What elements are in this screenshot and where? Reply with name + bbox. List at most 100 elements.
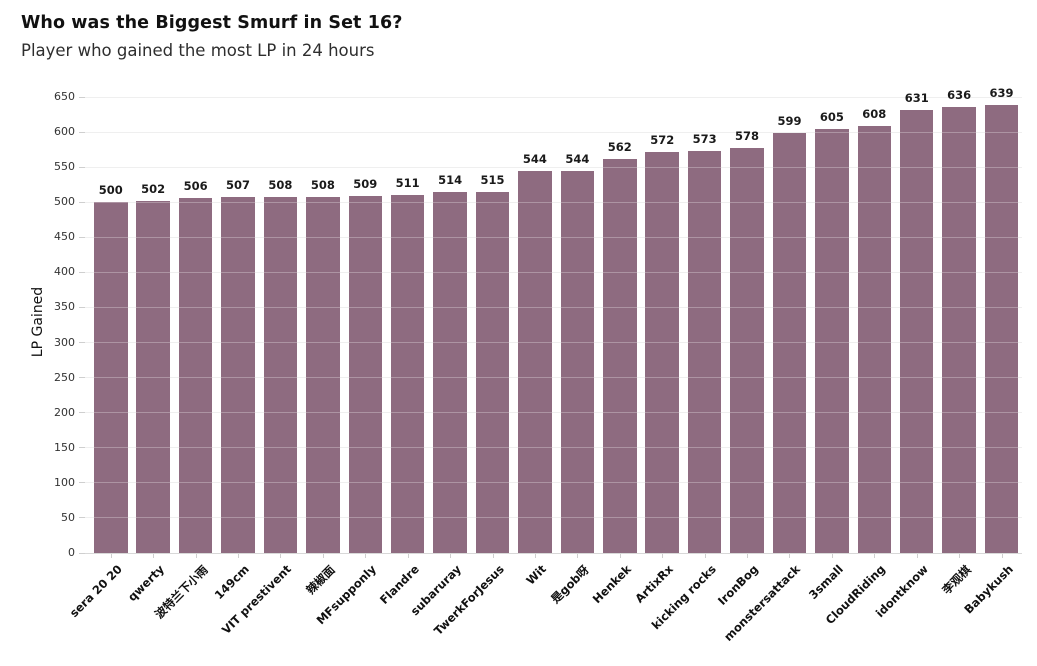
x-tick-mark (153, 554, 155, 558)
bar-value-label: 506 (183, 179, 208, 194)
bar-value-label: 605 (819, 109, 844, 124)
gridline-overlay (85, 201, 1022, 203)
gridline (85, 552, 1022, 554)
y-tick-mark (79, 342, 85, 344)
bar (433, 192, 467, 553)
y-tick-label: 450 (54, 230, 75, 244)
gridline-overlay (85, 342, 1022, 344)
y-tick-mark (79, 166, 85, 168)
x-tick-mark (959, 554, 961, 558)
bar-value-label: 514 (438, 173, 463, 188)
y-tick-label: 200 (54, 405, 75, 419)
y-tick-label: 0 (68, 546, 75, 559)
y-tick-mark (79, 412, 85, 414)
x-tick-label: 辣椒面 (303, 562, 338, 598)
y-tick-mark (79, 517, 85, 519)
gridline-overlay (85, 271, 1022, 273)
y-tick-label: 550 (54, 160, 75, 174)
x-tick-label: 149cm (211, 562, 252, 603)
gridline (85, 482, 1022, 484)
bar (899, 110, 934, 553)
bar (603, 158, 637, 553)
gridline-overlay (85, 131, 1022, 133)
bar (815, 128, 849, 553)
y-tick-label: 150 (54, 440, 75, 454)
gridline-overlay (85, 517, 1022, 519)
y-tick-label: 100 (54, 475, 75, 489)
y-tick-label: 500 (54, 195, 75, 209)
y-tick-mark (79, 131, 85, 133)
x-tick-mark (704, 554, 706, 558)
bar (263, 196, 298, 553)
bar (94, 202, 128, 553)
gridline-overlay (85, 96, 1022, 98)
y-tick-label: 300 (54, 335, 75, 349)
x-tick-mark (1001, 554, 1003, 558)
bar-value-label: 515 (480, 172, 505, 187)
bar (221, 197, 255, 553)
bar-value-label: 631 (904, 91, 929, 106)
bar (348, 195, 383, 553)
gridline-overlay (85, 236, 1022, 238)
y-tick-mark (79, 377, 85, 379)
x-tick-label: 李观棋 (939, 562, 974, 598)
bar-value-label: 578 (735, 128, 760, 143)
x-tick-mark (492, 554, 494, 558)
bar-value-label: 500 (98, 183, 123, 198)
bar (772, 132, 807, 553)
gridline-overlay (85, 482, 1022, 484)
y-tick-mark (79, 552, 85, 554)
x-tick-mark (534, 554, 536, 558)
bar-value-label: 572 (650, 132, 675, 147)
x-tick-mark (831, 554, 833, 558)
gridline (85, 412, 1022, 414)
bar (178, 198, 213, 553)
x-tick-mark (280, 554, 282, 558)
gridline (85, 96, 1022, 98)
y-tick-label: 650 (54, 90, 75, 103)
bar-value-label: 599 (777, 113, 802, 128)
y-tick-mark (79, 96, 85, 98)
x-tick-mark (662, 554, 664, 558)
bar (518, 171, 552, 553)
chart-title: Who was the Biggest Smurf in Set 16? (21, 13, 403, 33)
gridline (85, 201, 1022, 203)
gridline-overlay (85, 306, 1022, 308)
x-tick-mark (195, 554, 197, 558)
bar-value-label: 636 (947, 87, 972, 102)
gridline (85, 306, 1022, 308)
bar-value-label: 508 (268, 177, 293, 192)
bar-value-label: 507 (225, 178, 250, 193)
bar-value-label: 509 (353, 176, 378, 191)
x-tick-label: sera 20 20 (66, 562, 125, 621)
bar-value-label: 573 (692, 132, 717, 147)
gridline (85, 166, 1022, 168)
bar-value-label: 544 (565, 152, 590, 167)
y-tick-label: 600 (54, 125, 75, 139)
gridline (85, 236, 1022, 238)
bar (687, 151, 722, 553)
bar (645, 151, 679, 553)
x-tick-mark (365, 554, 367, 558)
x-tick-mark (789, 554, 791, 558)
gridline-overlay (85, 377, 1022, 379)
y-tick-mark (79, 482, 85, 484)
gridline-overlay (85, 412, 1022, 414)
gridline-overlay (85, 166, 1022, 168)
bar (475, 191, 510, 553)
x-tick-mark (874, 554, 876, 558)
gridline-overlay (85, 447, 1022, 449)
x-tick-mark (577, 554, 579, 558)
bar (730, 147, 764, 553)
x-tick-mark (110, 554, 112, 558)
bar (984, 104, 1019, 553)
gridline (85, 131, 1022, 133)
y-tick-label: 400 (54, 265, 75, 279)
x-tick-mark (916, 554, 918, 558)
x-tick-label: Henkek (589, 562, 634, 607)
bar-value-label: 639 (989, 85, 1014, 100)
y-tick-mark (79, 271, 85, 273)
x-tick-mark (619, 554, 621, 558)
gridline (85, 342, 1022, 344)
